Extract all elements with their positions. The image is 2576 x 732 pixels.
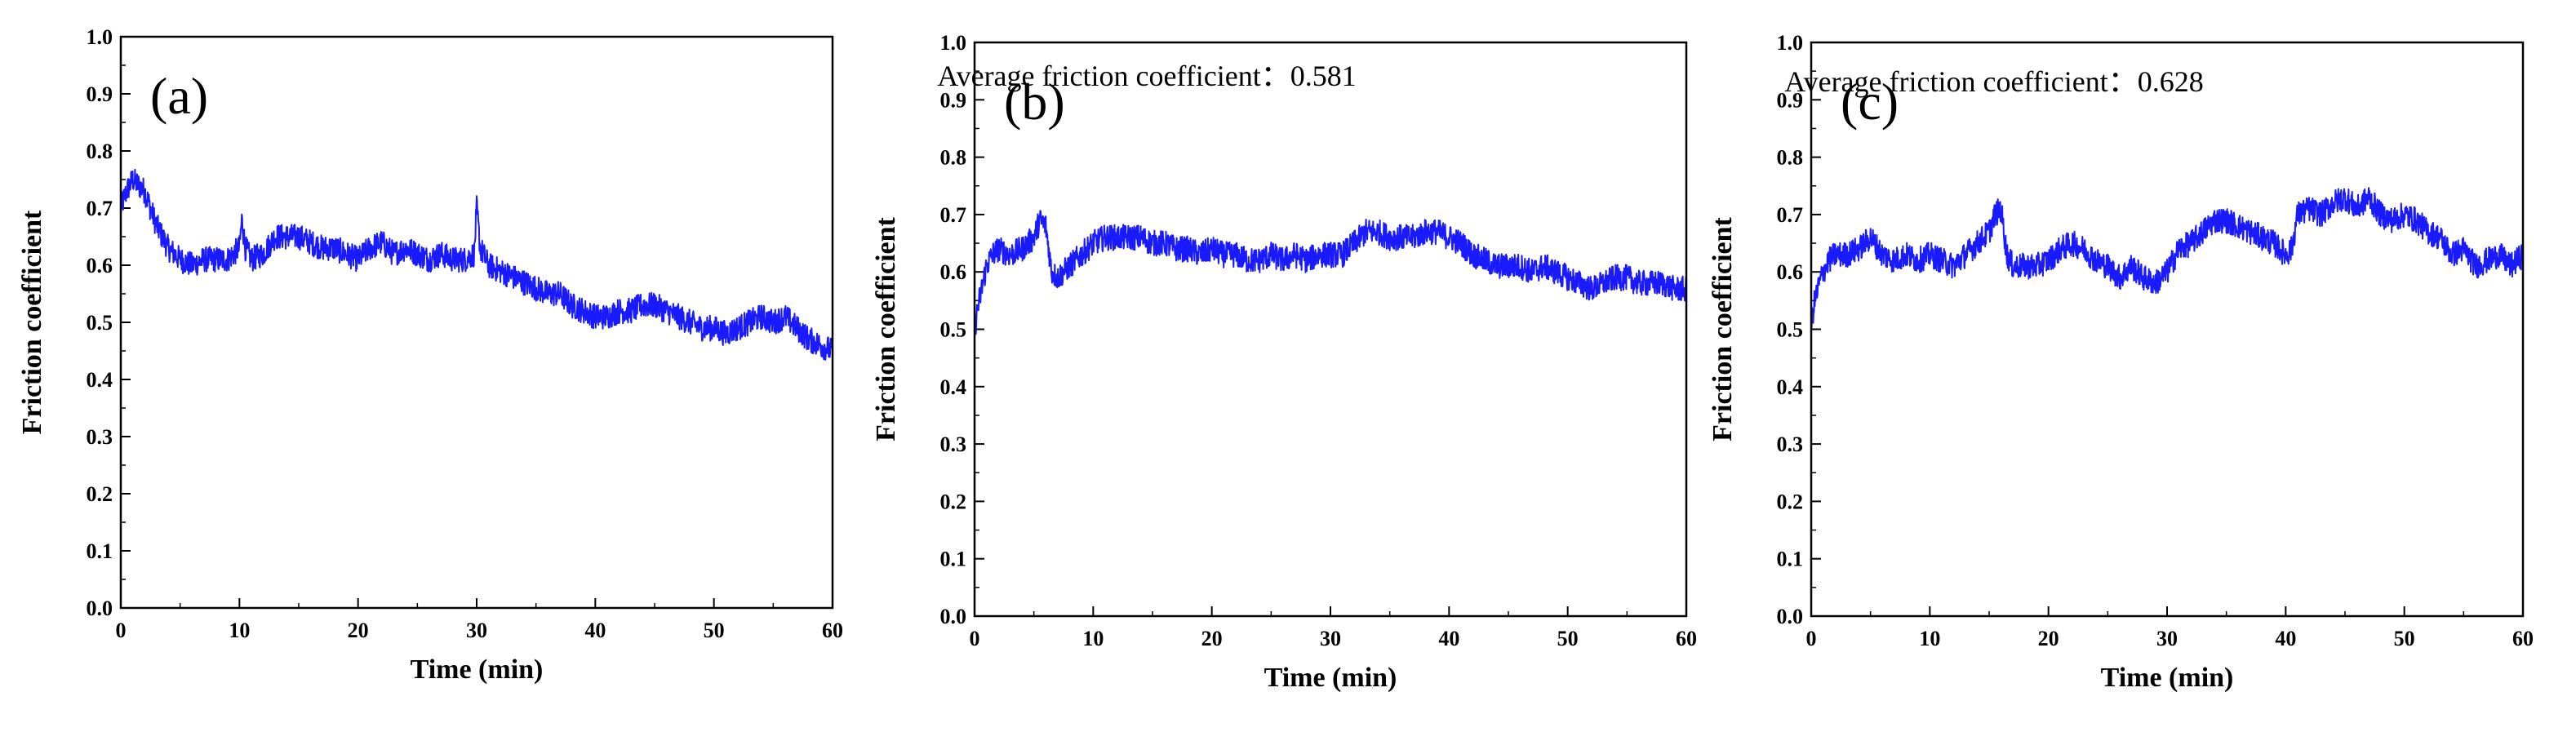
y-tick-label: 0.1 [1777,548,1804,571]
y-tick-label: 1.0 [940,31,967,55]
x-tick-label: 40 [2275,627,2296,650]
y-tick-label: 0.4 [1777,375,1804,399]
x-tick-label: 20 [1201,627,1223,650]
x-tick-label: 0 [116,619,127,642]
y-tick-label: 0.7 [1777,203,1804,227]
x-tick-label: 20 [2038,627,2059,650]
panel-label: (a) [150,67,208,125]
y-tick-label: 0.8 [1777,146,1804,170]
y-tick-label: 0.0 [940,605,967,628]
chart-panel-a: 0.0 0.1 0.2 0.3 0.4 0.5 0.6 0.7 0.8 0.9 1.0 0 10 20 30… [17,25,1357,685]
y-tick-label: 0.2 [1777,490,1804,513]
average-friction-annotation: Average friction coefficient：0.581 [937,60,1356,92]
x-tick-label: 60 [2512,627,2534,650]
x-axis-title: Time (min) [2101,663,2234,693]
average-friction-annotation: Average friction coefficient：0.628 [1784,65,2203,98]
plot-frame [119,35,834,610]
x-tick-label: 0 [970,627,980,650]
x-tick-label: 50 [704,619,725,642]
x-tick-label: 20 [348,619,369,642]
x-tick-label: 50 [1557,627,1579,650]
y-tick-label: 0.2 [940,490,967,513]
x-tick-label: 0 [1806,627,1817,650]
y-tick-label: 0.6 [1777,260,1804,284]
x-tick-label: 30 [2156,627,2178,650]
panel-label: (c) [1841,73,1899,131]
x-axis-title: Time (min) [1264,663,1397,693]
x-tick-label: 30 [466,619,487,642]
y-tick-label: 0.5 [1777,318,1804,342]
x-tick-label: 60 [822,619,843,642]
y-axis-title: Friction coefficient [17,210,47,434]
plot-frame [1810,41,2525,618]
plot-frame [973,41,1688,618]
x-axis-title: Time (min) [411,654,544,685]
friction-series-line [974,210,1687,336]
y-tick-label: 0.1 [940,548,967,571]
y-axis-title: Friction coefficient [871,216,901,441]
y-tick-label: 0.3 [87,425,113,449]
y-tick-label: 0.4 [940,375,967,399]
y-tick-label: 0.6 [87,254,113,277]
x-tick-label: 30 [1320,627,1341,650]
y-tick-label: 0.0 [87,597,113,620]
y-tick-label: 0.5 [940,318,967,342]
x-tick-label: 60 [1676,627,1697,650]
y-tick-label: 0.9 [940,88,967,112]
x-tick-label: 10 [229,619,250,642]
x-tick-label: 10 [1919,627,1940,650]
y-tick-label: 0.1 [87,539,113,563]
y-tick-label: 0.9 [87,82,113,106]
y-tick-label: 0.6 [940,260,967,284]
y-tick-label: 0.5 [87,311,113,335]
x-tick-label: 40 [584,619,606,642]
y-tick-label: 0.9 [1777,88,1804,112]
x-tick-label: 50 [2394,627,2415,650]
y-tick-label: 0.4 [87,368,113,392]
y-tick-label: 0.8 [940,146,967,170]
friction-series-line [120,168,833,361]
friction-series-line [1810,187,2524,330]
y-tick-label: 0.7 [940,203,967,227]
y-tick-label: 1.0 [87,25,113,49]
panel-label: (b) [1004,73,1065,131]
y-tick-label: 0.0 [1777,605,1804,628]
x-tick-label: 40 [1438,627,1459,650]
y-tick-label: 0.3 [1777,433,1804,456]
chart-panel-b: 0.0 0.1 0.2 0.3 0.4 0.5 0.6 0.7 0.8 0.9 1.0 0 10 20 30… [871,31,2204,693]
y-tick-label: 0.2 [87,482,113,506]
y-tick-label: 0.3 [940,433,967,456]
y-axis-title: Friction coefficient [1708,216,1738,441]
y-tick-label: 0.7 [87,197,113,220]
x-tick-label: 10 [1082,627,1104,650]
y-tick-label: 0.8 [87,140,113,163]
chart-panel-c: 0.0 0.1 0.2 0.3 0.4 0.5 0.6 0.7 0.8 0.9 1.0 0 10 20 30… [1708,31,2534,693]
y-tick-label: 1.0 [1777,31,1804,55]
